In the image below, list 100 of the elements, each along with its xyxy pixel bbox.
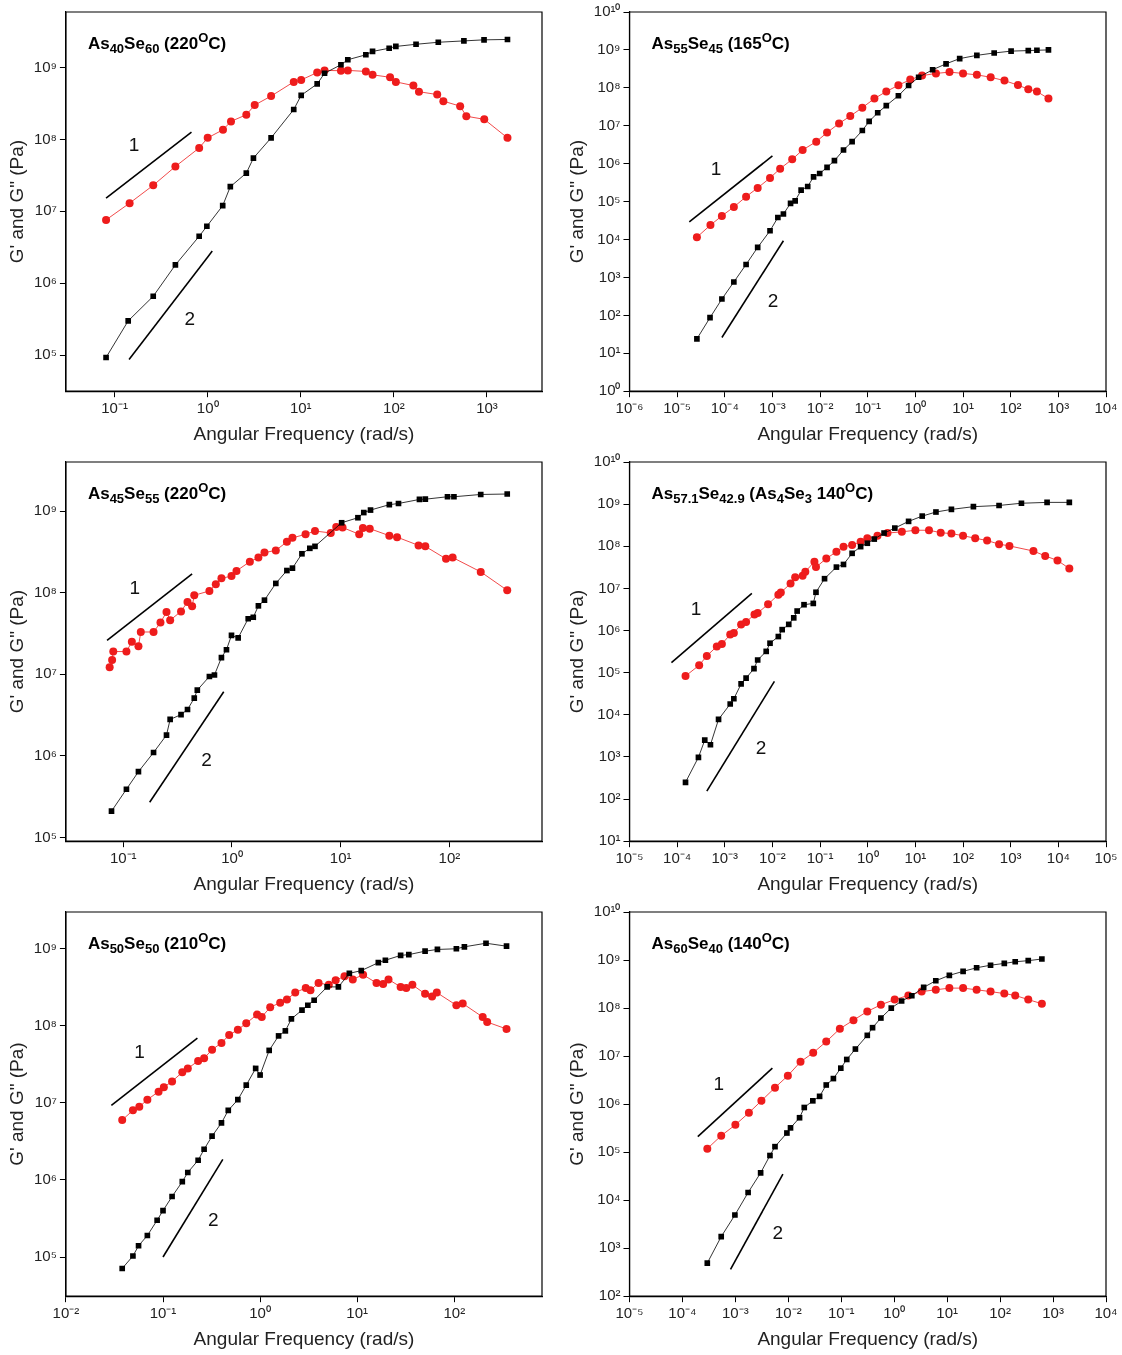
x-tick-label: 10⁻⁵: [615, 849, 644, 867]
y-tick-label: 10⁴: [597, 704, 621, 722]
chart-title: As$_{57.1}$Se$_{42.9}$ (As$_{4}$Se$_{3}$ 140$^{O}$C): [651, 480, 874, 507]
text: As$_{60}$Se$_{40}$ (140$^{O}$C): [651, 930, 790, 957]
y-tick-label: 10⁵: [597, 662, 621, 680]
x-tick-label: 10⁻⁴: [668, 1304, 697, 1322]
x-tick-label: 10¹: [936, 1304, 958, 1322]
y-tick-label: 10⁵: [34, 827, 57, 845]
x-tick-label: 10⁻¹: [101, 399, 128, 417]
annotation: 2: [184, 308, 195, 330]
x-tick-label: 10⁰: [221, 849, 243, 867]
x-tick-label: 10⁰: [196, 399, 219, 417]
y-tick-label: 10⁰: [598, 381, 621, 399]
y-tick-label: 10⁷: [598, 1046, 621, 1064]
y-tick-label: 10⁷: [598, 578, 621, 596]
y-tick-label: 10⁶: [34, 273, 57, 291]
x-axis-title: Angular Frequency (rad/s): [193, 872, 415, 894]
annotation: 1: [129, 576, 141, 598]
y-tick-label: 10⁸: [33, 582, 57, 600]
annotation: 2: [208, 1208, 219, 1230]
y-tick-label: 10²: [598, 1286, 621, 1304]
x-tick-label: 10⁻¹: [854, 399, 882, 417]
x-tick-label: 10⁻³: [711, 849, 739, 867]
x-tick-label: 10⁻²: [774, 1304, 802, 1322]
x-tick-label: 10⁻⁴: [663, 849, 692, 867]
x-tick-label: 10³: [1047, 399, 1070, 417]
annotation: 1: [690, 598, 702, 620]
x-tick-label: 10³: [1042, 1304, 1064, 1322]
text: As$_{40}$Se$_{60}$ (220$^{O}$C): [87, 30, 227, 57]
x-tick-label: 10⁻³: [759, 399, 786, 417]
y-tick-label: 10¹: [598, 831, 621, 849]
y-tick-label: 10⁹: [33, 938, 57, 956]
y-axis-title: G' and G" (Pa): [5, 139, 27, 264]
y-tick-label: 10⁴: [597, 1190, 621, 1208]
y-tick-label: 10¹⁰: [593, 902, 621, 920]
y-tick-label: 10⁸: [33, 129, 57, 147]
y-axis-title: G' and G" (Pa): [5, 1042, 27, 1166]
y-tick-label: 10⁸: [33, 1015, 57, 1033]
x-axis-title: Angular Frequency (rad/s): [193, 422, 415, 444]
x-tick-label: 10⁻¹: [827, 1304, 855, 1322]
y-tick-label: 10⁹: [33, 501, 57, 519]
x-tick-label: 10²: [989, 1304, 1011, 1322]
x-tick-label: 10¹: [952, 399, 974, 417]
x-tick-label: 10⁰: [883, 1304, 906, 1322]
annotation: 1: [134, 1041, 145, 1063]
x-tick-label: 10¹: [346, 1304, 369, 1322]
y-tick-label: 10⁷: [598, 115, 621, 133]
text: As$_{45}$Se$_{55}$ (220$^{O}$C): [87, 480, 227, 507]
x-tick-label: 10²: [438, 849, 461, 867]
y-tick-label: 10³: [598, 1238, 621, 1256]
y-tick-label: 10⁶: [597, 620, 621, 638]
y-tick-label: 10⁶: [34, 1170, 57, 1188]
x-tick-label: 10⁻³: [722, 1304, 749, 1322]
x-tick-label: 10³: [476, 399, 498, 417]
x-tick-label: 10⁻¹: [109, 849, 137, 867]
y-tick-label: 10⁵: [597, 1142, 621, 1160]
x-axis-title: Angular Frequency (rad/s): [757, 422, 979, 444]
x-tick-label: 10⁻¹: [149, 1304, 177, 1322]
x-tick-label: 10⁻²: [806, 399, 834, 417]
y-tick-label: 10⁴: [597, 229, 621, 247]
y-axis-title: G' and G" (Pa): [565, 139, 587, 264]
x-tick-label: 10⁰: [856, 849, 879, 867]
x-tick-label: 10⁻⁵: [615, 1304, 644, 1322]
y-tick-label: 10⁵: [34, 345, 57, 363]
x-tick-label: 10⁰: [904, 399, 927, 417]
y-tick-label: 10⁶: [34, 746, 57, 764]
y-tick-label: 10⁵: [34, 1247, 57, 1265]
x-axis-title: Angular Frequency (rad/s): [757, 1327, 979, 1349]
annotation: 1: [128, 134, 140, 156]
x-tick-label: 10⁻⁴: [710, 399, 739, 417]
y-tick-label: 10⁵: [597, 191, 621, 209]
x-tick-label: 10²: [952, 849, 974, 867]
y-tick-label: 10³: [598, 267, 621, 285]
x-tick-label: 10⁴: [1046, 849, 1070, 867]
x-tick-label: 10⁵: [1094, 849, 1118, 867]
y-tick-label: 10²: [598, 305, 621, 323]
y-tick-label: 10¹⁰: [593, 2, 621, 20]
x-tick-label: 10⁴: [1094, 399, 1118, 417]
x-tick-label: 10²: [383, 399, 405, 417]
y-tick-label: 10²: [598, 789, 621, 807]
y-axis-title: G' and G" (Pa): [565, 1042, 587, 1166]
y-tick-label: 10⁸: [597, 536, 621, 554]
x-tick-label: 10¹: [904, 849, 927, 867]
y-tick-label: 10⁹: [597, 494, 621, 512]
y-axis-title: G' and G" (Pa): [565, 589, 587, 714]
x-tick-label: 10⁻²: [759, 849, 786, 867]
y-tick-label: 10¹⁰: [593, 452, 621, 470]
y-axis-title: G' and G" (Pa): [5, 589, 27, 714]
y-tick-label: 10⁷: [34, 664, 57, 682]
annotation: 1: [713, 1072, 725, 1094]
y-tick-label: 10⁹: [597, 950, 621, 968]
x-tick-label: 10⁻⁵: [663, 399, 692, 417]
y-tick-label: 10⁶: [597, 153, 621, 171]
annotation: 2: [772, 1221, 784, 1243]
x-tick-label: 10¹: [289, 399, 312, 417]
y-tick-label: 10¹: [598, 343, 621, 361]
x-tick-label: 10²: [443, 1304, 466, 1322]
x-tick-label: 10¹: [329, 849, 352, 867]
y-tick-label: 10⁷: [34, 201, 57, 219]
x-tick-label: 10²: [999, 399, 1022, 417]
